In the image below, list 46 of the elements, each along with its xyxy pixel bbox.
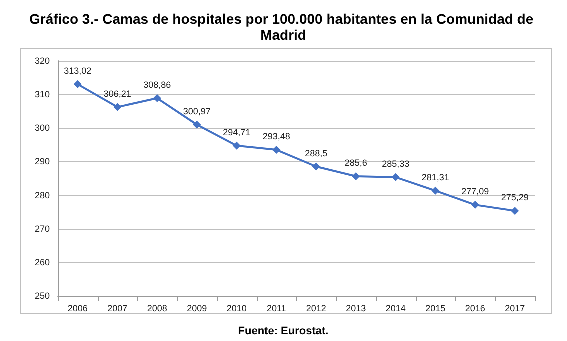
- point: [471, 201, 480, 210]
- x-tick-label: 2013: [346, 304, 366, 314]
- point: [272, 146, 281, 154]
- source-note: Fuente: Eurostat.: [238, 326, 329, 338]
- point: [392, 173, 400, 182]
- data-label: 285,6: [344, 158, 368, 168]
- data-label: 288,5: [305, 148, 328, 158]
- x-tick-label: 2015: [426, 304, 446, 314]
- point: [352, 172, 360, 180]
- x-tick-label: 2006: [68, 304, 88, 314]
- point: [114, 103, 122, 112]
- point: [312, 162, 320, 171]
- x-tick-label: 2012: [306, 304, 326, 314]
- x-tick-label: 2011: [266, 304, 286, 314]
- x-tick-label: 2014: [386, 304, 406, 314]
- data-label: 294,71: [223, 127, 251, 138]
- data-label: 306,21: [104, 88, 132, 99]
- data-label: 313,02: [64, 66, 92, 76]
- y-tick-label: 320: [34, 56, 50, 66]
- data-label: 275,29: [501, 192, 529, 203]
- data-label: 293,48: [262, 132, 290, 142]
- data-label: 281,31: [422, 172, 450, 182]
- point: [232, 142, 241, 150]
- chart-title: Gráfico 3.- Camas de hospitales por 100.000 habitantes en la Comunidad de Madrid: [29, 11, 538, 43]
- x-tick-label: 2008: [147, 304, 168, 314]
- point: [74, 80, 82, 88]
- y-tick-label: 310: [34, 90, 50, 100]
- y-tick-label: 270: [34, 224, 50, 234]
- x-tick-label: 2016: [465, 304, 486, 314]
- point: [432, 186, 440, 195]
- y-tick-label: 250: [34, 291, 50, 301]
- data-label: 308,86: [144, 80, 172, 90]
- y-tick-label: 300: [34, 123, 50, 134]
- x-tick-label: 2009: [187, 304, 208, 314]
- x-tick-label: 2007: [108, 304, 128, 314]
- x-tick-label: 2010: [226, 304, 247, 314]
- x-tick-label: 2017: [505, 304, 526, 314]
- y-tick-label: 280: [34, 190, 50, 200]
- y-tick-label: 290: [34, 156, 50, 167]
- y-tick-label: 260: [34, 257, 50, 268]
- data-label: 285,33: [382, 158, 410, 169]
- data-label: 277,09: [462, 186, 490, 197]
- data-label: 300,97: [183, 106, 211, 116]
- point: [153, 94, 162, 102]
- point: [193, 120, 202, 129]
- point: [511, 207, 520, 216]
